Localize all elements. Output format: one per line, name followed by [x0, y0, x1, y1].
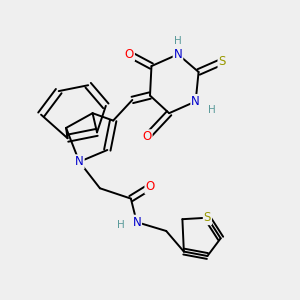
Text: O: O: [125, 48, 134, 61]
Text: S: S: [218, 55, 226, 68]
Text: H: H: [208, 105, 216, 115]
Text: O: O: [146, 180, 154, 193]
Text: O: O: [142, 130, 152, 143]
Text: S: S: [204, 211, 211, 224]
Text: N: N: [132, 216, 141, 229]
Text: H: H: [117, 220, 124, 230]
Text: H: H: [174, 36, 182, 46]
Text: N: N: [191, 95, 200, 108]
Text: N: N: [174, 48, 182, 61]
Text: N: N: [75, 155, 84, 168]
